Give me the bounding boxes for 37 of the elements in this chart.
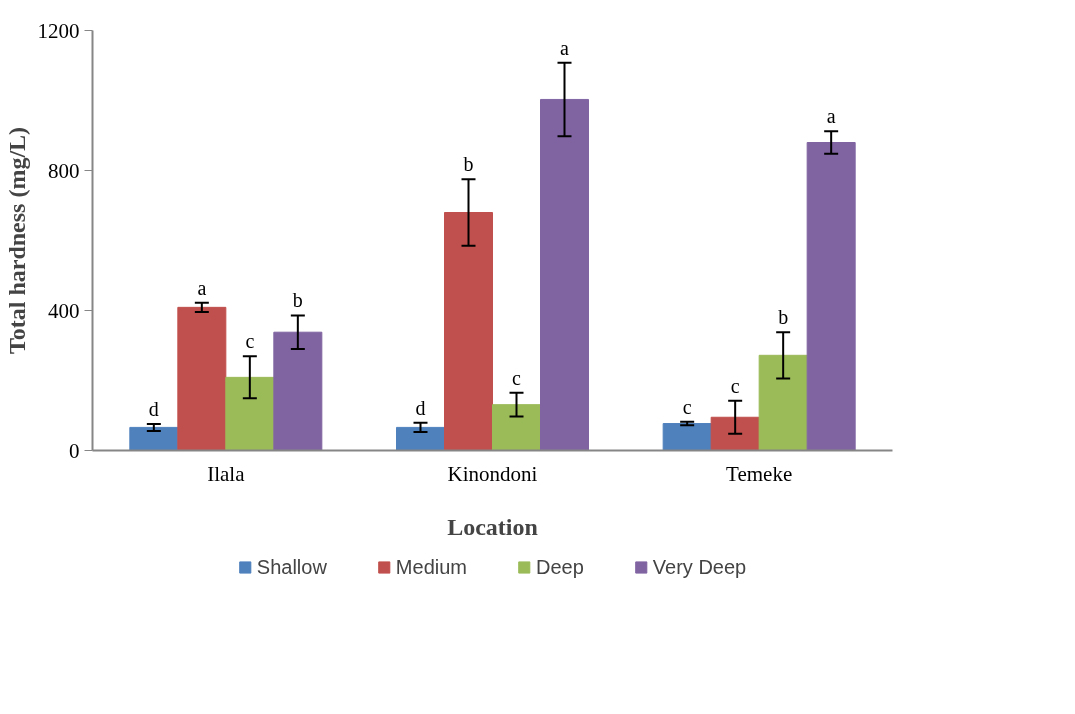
bar	[177, 306, 227, 451]
y-tick-label: 400	[48, 298, 80, 323]
data-label: a	[560, 36, 570, 59]
data-label: d	[415, 396, 426, 419]
data-label: b	[463, 153, 474, 176]
data-label: b	[292, 289, 303, 312]
x-tick-label: Kinondoni	[447, 461, 538, 486]
legend-label: Deep	[535, 555, 584, 579]
bar	[806, 142, 856, 451]
x-tick-label: Ilala	[207, 461, 246, 486]
bar	[225, 376, 275, 451]
bar	[710, 416, 760, 451]
data-label: a	[826, 105, 836, 128]
y-tick-label: 1200	[37, 18, 80, 43]
bar	[758, 354, 808, 451]
legend-label: Very Deep	[652, 555, 747, 579]
bar	[492, 404, 541, 451]
data-label: c	[682, 395, 692, 418]
bar	[273, 331, 323, 451]
y-tick-label: 800	[48, 158, 80, 183]
data-label: c	[245, 330, 255, 353]
bar	[662, 423, 712, 451]
bar	[396, 426, 445, 451]
y-tick-label: 0	[69, 438, 80, 463]
x-axis-title: Location	[447, 513, 538, 540]
bar	[129, 426, 179, 451]
data-label: d	[148, 397, 159, 420]
x-tick-label: Temeke	[726, 461, 793, 486]
bar	[444, 212, 493, 451]
data-label: c	[730, 374, 740, 397]
legend-label: Medium	[395, 555, 467, 579]
y-axis-title: Total hardness (mg/L)	[3, 126, 30, 355]
data-label: b	[778, 306, 789, 329]
bar	[540, 98, 589, 451]
data-label: c	[512, 366, 522, 389]
data-label: a	[197, 276, 207, 299]
legend-label: Shallow	[256, 555, 327, 579]
